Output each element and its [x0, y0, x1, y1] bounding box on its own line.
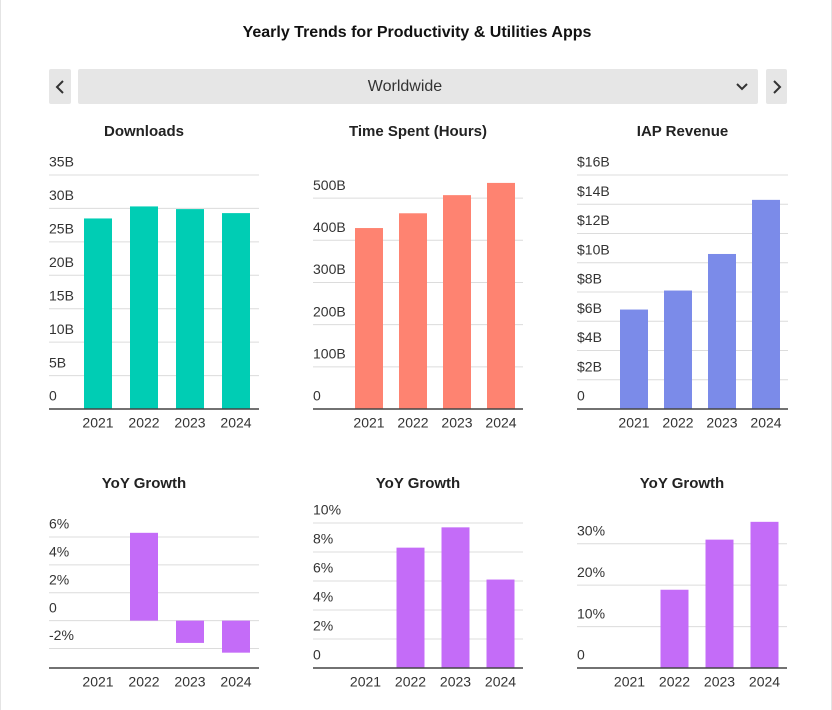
y-tick-label: 0: [313, 388, 321, 404]
x-tick-label: 2021: [614, 674, 645, 690]
y-tick-label: 10B: [49, 321, 74, 337]
y-tick-label: 30%: [577, 522, 605, 538]
bar: [355, 228, 383, 409]
bar: [441, 527, 470, 668]
y-tick-label: $8B: [577, 271, 602, 287]
x-tick-label: 2021: [618, 415, 649, 431]
x-tick-label: 2024: [750, 415, 781, 431]
y-tick-label: 400B: [313, 219, 346, 235]
y-tick-label: 4%: [49, 544, 69, 560]
x-tick-label: 2023: [174, 415, 205, 431]
x-tick-label: 2024: [220, 415, 251, 431]
y-tick-label: 2%: [49, 571, 69, 587]
bar: [664, 290, 692, 409]
y-tick-label: 30B: [49, 187, 74, 203]
x-tick-label: 2021: [353, 415, 384, 431]
x-tick-label: 2023: [440, 674, 471, 690]
y-tick-label: 35B: [49, 154, 74, 170]
bar: [750, 521, 779, 668]
y-tick-label: 6%: [49, 516, 69, 532]
y-tick-label: $6B: [577, 300, 602, 316]
y-tick-label: 8%: [313, 531, 333, 547]
x-tick-label: 2021: [82, 674, 113, 690]
y-tick-label: 200B: [313, 303, 346, 319]
region-label: Worldwide: [368, 78, 443, 95]
y-tick-label: $2B: [577, 358, 602, 374]
y-tick-label: 20B: [49, 254, 74, 270]
y-tick-label: 0: [577, 388, 585, 404]
x-tick-label: 2024: [485, 674, 516, 690]
x-tick-label: 2023: [441, 415, 472, 431]
bar: [130, 206, 158, 409]
y-tick-label: 25B: [49, 221, 74, 237]
y-tick-label: 20%: [577, 564, 605, 580]
y-tick-label: 500B: [313, 177, 346, 193]
y-tick-label: $4B: [577, 329, 602, 345]
x-tick-label: 2024: [220, 674, 251, 690]
x-tick-label: 2023: [174, 674, 205, 690]
chart-title: Downloads: [104, 123, 184, 140]
y-tick-label: 10%: [577, 605, 605, 621]
bar: [487, 182, 515, 409]
chart-title: YoY Growth: [640, 475, 724, 492]
y-tick-label: 15B: [49, 287, 74, 303]
bar: [443, 195, 471, 409]
bar: [176, 209, 204, 409]
x-tick-label: 2024: [749, 674, 780, 690]
bar: [130, 532, 158, 621]
x-tick-label: 2022: [659, 674, 690, 690]
y-tick-label: 0: [49, 388, 57, 404]
x-tick-label: 2023: [706, 415, 737, 431]
y-tick-label: $14B: [577, 183, 610, 199]
bar: [176, 620, 204, 643]
bar: [660, 589, 689, 668]
bar: [708, 253, 736, 409]
x-tick-label: 2022: [395, 674, 426, 690]
y-tick-label: 5B: [49, 354, 66, 370]
next-button[interactable]: [766, 69, 787, 104]
y-tick-label: $16B: [577, 154, 610, 170]
bar: [620, 309, 648, 409]
y-tick-label: 2%: [313, 618, 333, 634]
bar: [486, 579, 515, 668]
chart-title: YoY Growth: [102, 475, 186, 492]
y-tick-label: -2%: [49, 627, 74, 643]
x-tick-label: 2022: [397, 415, 428, 431]
y-tick-label: $12B: [577, 212, 610, 228]
x-tick-label: 2022: [662, 415, 693, 431]
y-tick-label: $10B: [577, 241, 610, 257]
y-tick-label: 0: [313, 647, 321, 663]
chart-title: Time Spent (Hours): [349, 123, 487, 140]
x-tick-label: 2021: [350, 674, 381, 690]
bar: [84, 218, 112, 409]
chart-title: YoY Growth: [376, 475, 460, 492]
y-tick-label: 100B: [313, 346, 346, 362]
x-tick-label: 2022: [128, 674, 159, 690]
page-title: Yearly Trends for Productivity & Utiliti…: [243, 24, 592, 41]
region-dropdown[interactable]: Worldwide: [78, 69, 758, 104]
bar: [396, 547, 425, 668]
bar: [222, 620, 250, 653]
y-tick-label: 0: [49, 599, 57, 615]
y-tick-label: 6%: [313, 560, 333, 576]
bar: [222, 213, 250, 409]
y-tick-label: 300B: [313, 261, 346, 277]
y-tick-label: 4%: [313, 589, 333, 605]
bar: [752, 199, 780, 409]
prev-button[interactable]: [49, 69, 71, 104]
x-tick-label: 2021: [82, 415, 113, 431]
bar: [399, 213, 427, 409]
x-tick-label: 2022: [128, 415, 159, 431]
y-tick-label: 0: [577, 647, 585, 663]
x-tick-label: 2023: [704, 674, 735, 690]
bar: [705, 539, 734, 668]
chart-title: IAP Revenue: [637, 123, 728, 140]
y-tick-label: 10%: [313, 502, 341, 518]
x-tick-label: 2024: [485, 415, 516, 431]
